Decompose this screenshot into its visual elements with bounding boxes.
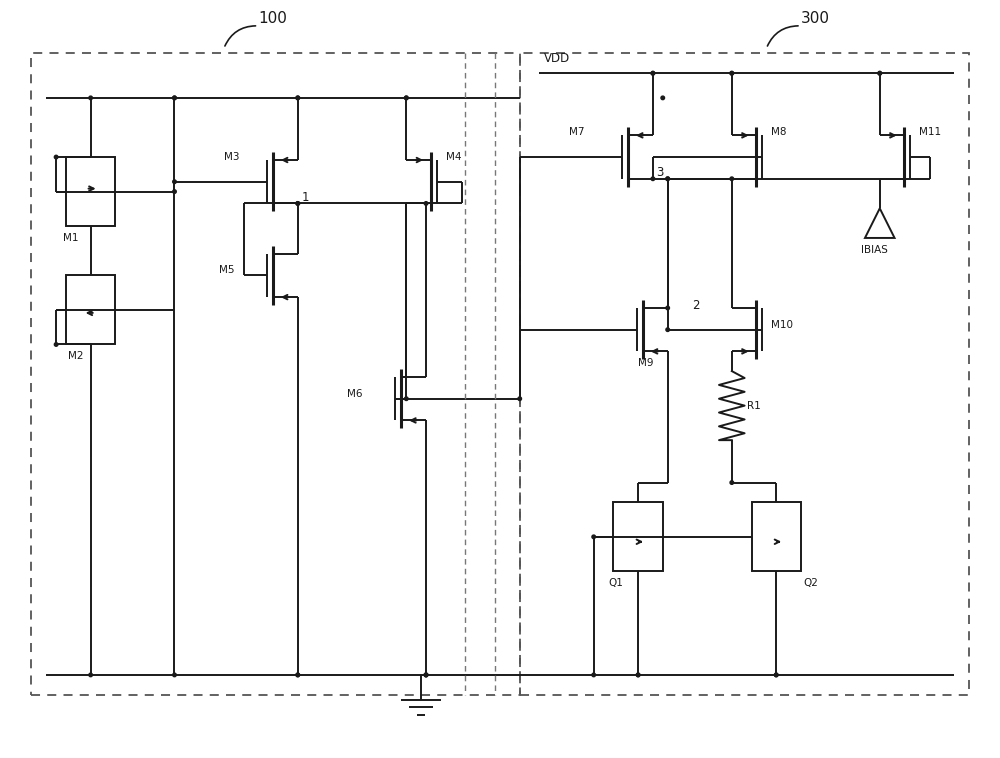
Circle shape xyxy=(296,673,300,677)
Circle shape xyxy=(878,71,882,75)
Circle shape xyxy=(54,343,58,346)
Text: IBIAS: IBIAS xyxy=(861,245,888,255)
Text: M3: M3 xyxy=(224,152,239,162)
Circle shape xyxy=(666,177,669,180)
Circle shape xyxy=(405,397,408,400)
Circle shape xyxy=(651,71,655,75)
Circle shape xyxy=(89,673,92,677)
Text: R1: R1 xyxy=(747,401,760,411)
Text: 1: 1 xyxy=(302,191,309,204)
Text: M9: M9 xyxy=(638,359,654,368)
Circle shape xyxy=(666,306,669,310)
Circle shape xyxy=(518,397,522,400)
Text: 2: 2 xyxy=(692,299,700,312)
Circle shape xyxy=(651,71,655,75)
Circle shape xyxy=(424,202,428,205)
Circle shape xyxy=(296,673,300,677)
Circle shape xyxy=(878,71,882,75)
Circle shape xyxy=(173,673,176,677)
Circle shape xyxy=(636,673,640,677)
Circle shape xyxy=(424,673,428,677)
Text: Q2: Q2 xyxy=(804,578,819,588)
Bar xyxy=(752,503,801,572)
Text: M11: M11 xyxy=(919,127,941,137)
Circle shape xyxy=(424,673,428,677)
Circle shape xyxy=(296,96,300,99)
Circle shape xyxy=(636,673,640,677)
Circle shape xyxy=(173,96,176,99)
Circle shape xyxy=(424,673,428,677)
Circle shape xyxy=(730,71,734,75)
Circle shape xyxy=(296,202,300,205)
Circle shape xyxy=(666,177,669,180)
Text: M8: M8 xyxy=(771,127,787,137)
Text: M2: M2 xyxy=(68,351,83,362)
Circle shape xyxy=(405,96,408,99)
Circle shape xyxy=(89,96,92,99)
Text: M6: M6 xyxy=(347,389,363,399)
Circle shape xyxy=(173,190,176,193)
Text: M5: M5 xyxy=(219,265,234,275)
Bar xyxy=(66,275,115,344)
Circle shape xyxy=(54,155,58,159)
Circle shape xyxy=(405,96,408,99)
Circle shape xyxy=(730,481,734,484)
Circle shape xyxy=(730,177,734,180)
Text: M1: M1 xyxy=(63,233,79,243)
Bar xyxy=(613,503,663,572)
Circle shape xyxy=(173,180,176,183)
Text: Q1: Q1 xyxy=(609,578,623,588)
Circle shape xyxy=(651,177,655,180)
Text: M4: M4 xyxy=(446,152,461,162)
Circle shape xyxy=(296,96,300,99)
Circle shape xyxy=(774,673,778,677)
Circle shape xyxy=(592,673,595,677)
Text: 3: 3 xyxy=(656,166,663,180)
Text: 300: 300 xyxy=(801,11,830,27)
Text: M7: M7 xyxy=(569,127,585,137)
Text: 100: 100 xyxy=(259,11,288,27)
Circle shape xyxy=(774,673,778,677)
Circle shape xyxy=(666,328,669,331)
Circle shape xyxy=(592,535,595,539)
Circle shape xyxy=(296,202,300,205)
Text: M10: M10 xyxy=(771,320,793,330)
Bar xyxy=(66,157,115,226)
Circle shape xyxy=(730,71,734,75)
Text: VDD: VDD xyxy=(544,52,571,65)
Circle shape xyxy=(173,96,176,99)
Circle shape xyxy=(661,96,665,99)
